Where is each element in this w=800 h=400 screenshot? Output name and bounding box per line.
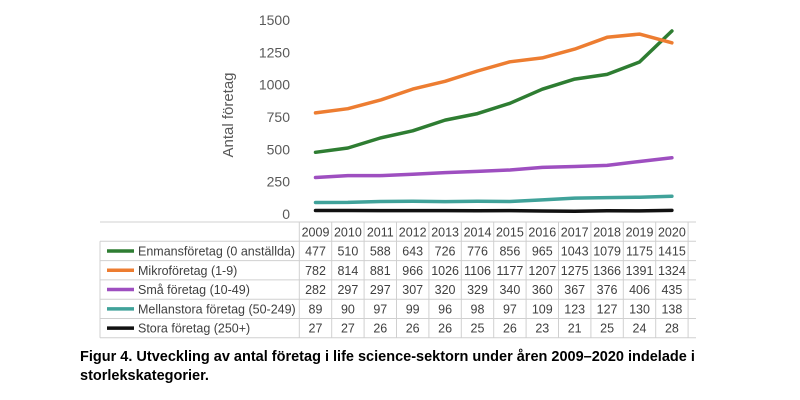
table-value: 90 [341, 302, 355, 316]
table-value: 23 [535, 322, 549, 336]
table-value: 510 [337, 244, 358, 258]
y-axis-label: Antal företag [220, 72, 237, 157]
table-value: 130 [629, 302, 650, 316]
y-tick-label: 0 [282, 206, 290, 222]
table-value: 21 [568, 322, 582, 336]
series-line-4 [313, 194, 674, 205]
y-tick-label: 1250 [259, 44, 290, 60]
table-value: 26 [406, 322, 420, 336]
table-value: 297 [370, 283, 391, 297]
x-tick-label: 2013 [431, 226, 459, 240]
table-value: 1079 [593, 244, 621, 258]
table-value: 1043 [561, 244, 589, 258]
series-line-1 [313, 29, 674, 155]
legend-label: Enmansföretag (0 anställda) [138, 244, 295, 258]
table-value: 96 [438, 302, 452, 316]
x-tick-label: 2016 [528, 226, 556, 240]
y-tick-label: 500 [267, 141, 291, 157]
table-value: 127 [597, 302, 618, 316]
table-value: 28 [665, 322, 679, 336]
table-value: 881 [370, 264, 391, 278]
table-value: 1106 [464, 264, 491, 278]
table-value: 1275 [561, 264, 589, 278]
table-value: 138 [661, 302, 682, 316]
table-value: 123 [564, 302, 585, 316]
x-tick-label: 2019 [626, 226, 654, 240]
data-table: 2009 2010 2011 2012 2013 2014 2015 2016 2017 2018… [99, 221, 696, 339]
table-value: 1175 [626, 244, 653, 258]
table-value: 856 [499, 244, 520, 258]
table-value: 1366 [593, 264, 621, 278]
table-value: 27 [309, 322, 323, 336]
y-tick-label: 750 [267, 109, 291, 125]
table-value: 1207 [528, 264, 556, 278]
table-value: 98 [471, 302, 485, 316]
table-value: 588 [370, 244, 391, 258]
table-value: 307 [402, 283, 423, 297]
table-value: 97 [373, 302, 387, 316]
x-tick-label: 2012 [399, 226, 427, 240]
table-value: 297 [337, 283, 358, 297]
table-value: 99 [406, 302, 420, 316]
series-line-3 [313, 155, 674, 180]
table-value: 643 [402, 244, 423, 258]
x-tick-label: 2020 [658, 226, 686, 240]
table-value: 282 [305, 283, 326, 297]
table-value: 367 [564, 283, 585, 297]
table-value: 340 [499, 283, 520, 297]
table-value: 25 [471, 322, 485, 336]
y-tick-label: 250 [267, 174, 291, 190]
table-value: 26 [438, 322, 452, 336]
table-value: 26 [373, 322, 387, 336]
x-tick-label: 2009 [302, 226, 330, 240]
x-tick-label: 2014 [464, 226, 492, 240]
table-value: 435 [661, 283, 682, 297]
table-value: 109 [532, 302, 553, 316]
table-value: 1026 [431, 264, 459, 278]
x-tick-label: 2011 [367, 226, 394, 240]
table-value: 360 [532, 283, 553, 297]
series-line-2 [313, 32, 674, 115]
table-value: 24 [633, 322, 647, 336]
series-lines [313, 29, 674, 214]
y-tick-label: 1000 [259, 77, 290, 93]
legend-label: Stora företag (250+) [138, 322, 250, 336]
x-tick-label: 2017 [561, 226, 589, 240]
table-value: 1415 [658, 244, 686, 258]
table-value: 776 [467, 244, 488, 258]
table-value: 329 [467, 283, 488, 297]
figure-caption: Figur 4. Utveckling av antal företag i l… [80, 349, 695, 384]
y-axis-ticks: 0 250 500 750 1000 1250 1500 [259, 12, 290, 222]
table-value: 320 [435, 283, 456, 297]
table-value: 1324 [658, 264, 686, 278]
table-value: 965 [532, 244, 553, 258]
table-value: 1391 [626, 264, 654, 278]
legend-label: Små företag (10-49) [138, 283, 250, 297]
x-tick-label: 2018 [593, 226, 621, 240]
y-tick-label: 1500 [259, 12, 290, 28]
table-value: 89 [309, 302, 323, 316]
x-tick-label: 2010 [334, 226, 362, 240]
table-value: 814 [337, 264, 358, 278]
series-line-5 [313, 208, 674, 214]
table-value: 782 [305, 264, 326, 278]
table-value: 25 [600, 322, 614, 336]
table-value: 406 [629, 283, 650, 297]
table-value: 726 [435, 244, 456, 258]
table-value: 966 [402, 264, 423, 278]
table-value: 1177 [496, 264, 523, 278]
x-tick-label: 2015 [496, 226, 524, 240]
legend-label: Mikroföretag (1-9) [138, 264, 237, 278]
table-value: 27 [341, 322, 355, 336]
table-value: 97 [503, 302, 517, 316]
legend-label: Mellanstora företag (50-249) [138, 302, 296, 316]
table-value: 376 [597, 283, 618, 297]
table-value: 477 [305, 244, 326, 258]
table-value: 26 [503, 322, 517, 336]
